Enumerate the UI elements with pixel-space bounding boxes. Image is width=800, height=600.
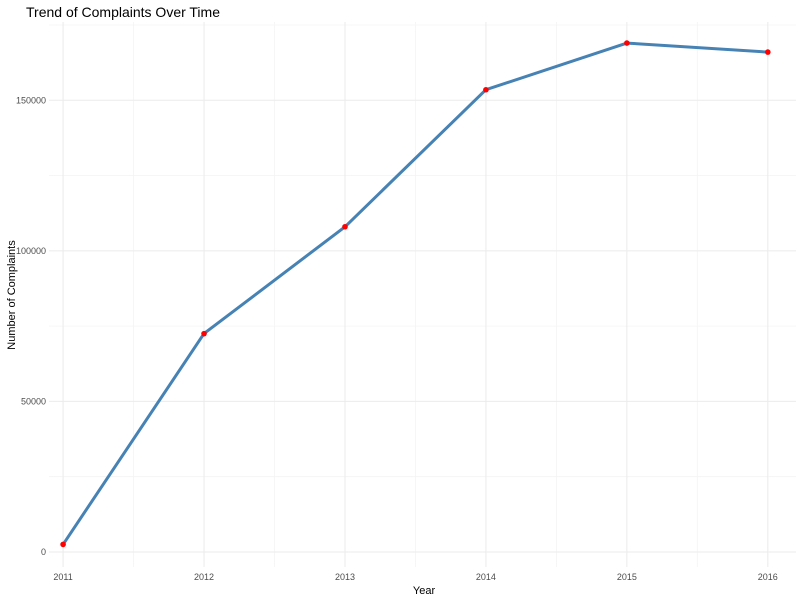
points-layer: [60, 40, 771, 548]
y-tick-label: 100000: [16, 246, 46, 256]
x-tick-label: 2014: [476, 572, 496, 582]
x-tick-label: 2015: [617, 572, 637, 582]
x-tick-label: 2013: [335, 572, 355, 582]
y-tick-labels: 0 50000 100000 150000: [16, 95, 46, 557]
series-layer: [61, 41, 770, 546]
series-line: [61, 41, 770, 546]
x-tick-label: 2011: [53, 572, 72, 582]
y-tick-label: 0: [41, 547, 46, 557]
y-axis-title: Number of Complaints: [6, 240, 18, 350]
y-tick-label: 150000: [16, 95, 46, 105]
data-point: [483, 86, 489, 93]
data-point: [765, 49, 771, 55]
chart-title: Trend of Complaints Over Time: [26, 4, 220, 20]
data-point: [624, 40, 630, 46]
data-point: [201, 330, 207, 337]
x-tick-label: 2012: [194, 572, 214, 582]
x-tick-label: 2016: [758, 572, 778, 582]
y-tick-label: 50000: [21, 396, 46, 406]
grid: [49, 22, 796, 567]
data-point: [342, 223, 348, 230]
data-point: [60, 541, 66, 548]
x-tick-labels: 2011 2012 2013 2014 2015 2016: [53, 572, 777, 582]
x-axis-title: Year: [413, 585, 436, 597]
